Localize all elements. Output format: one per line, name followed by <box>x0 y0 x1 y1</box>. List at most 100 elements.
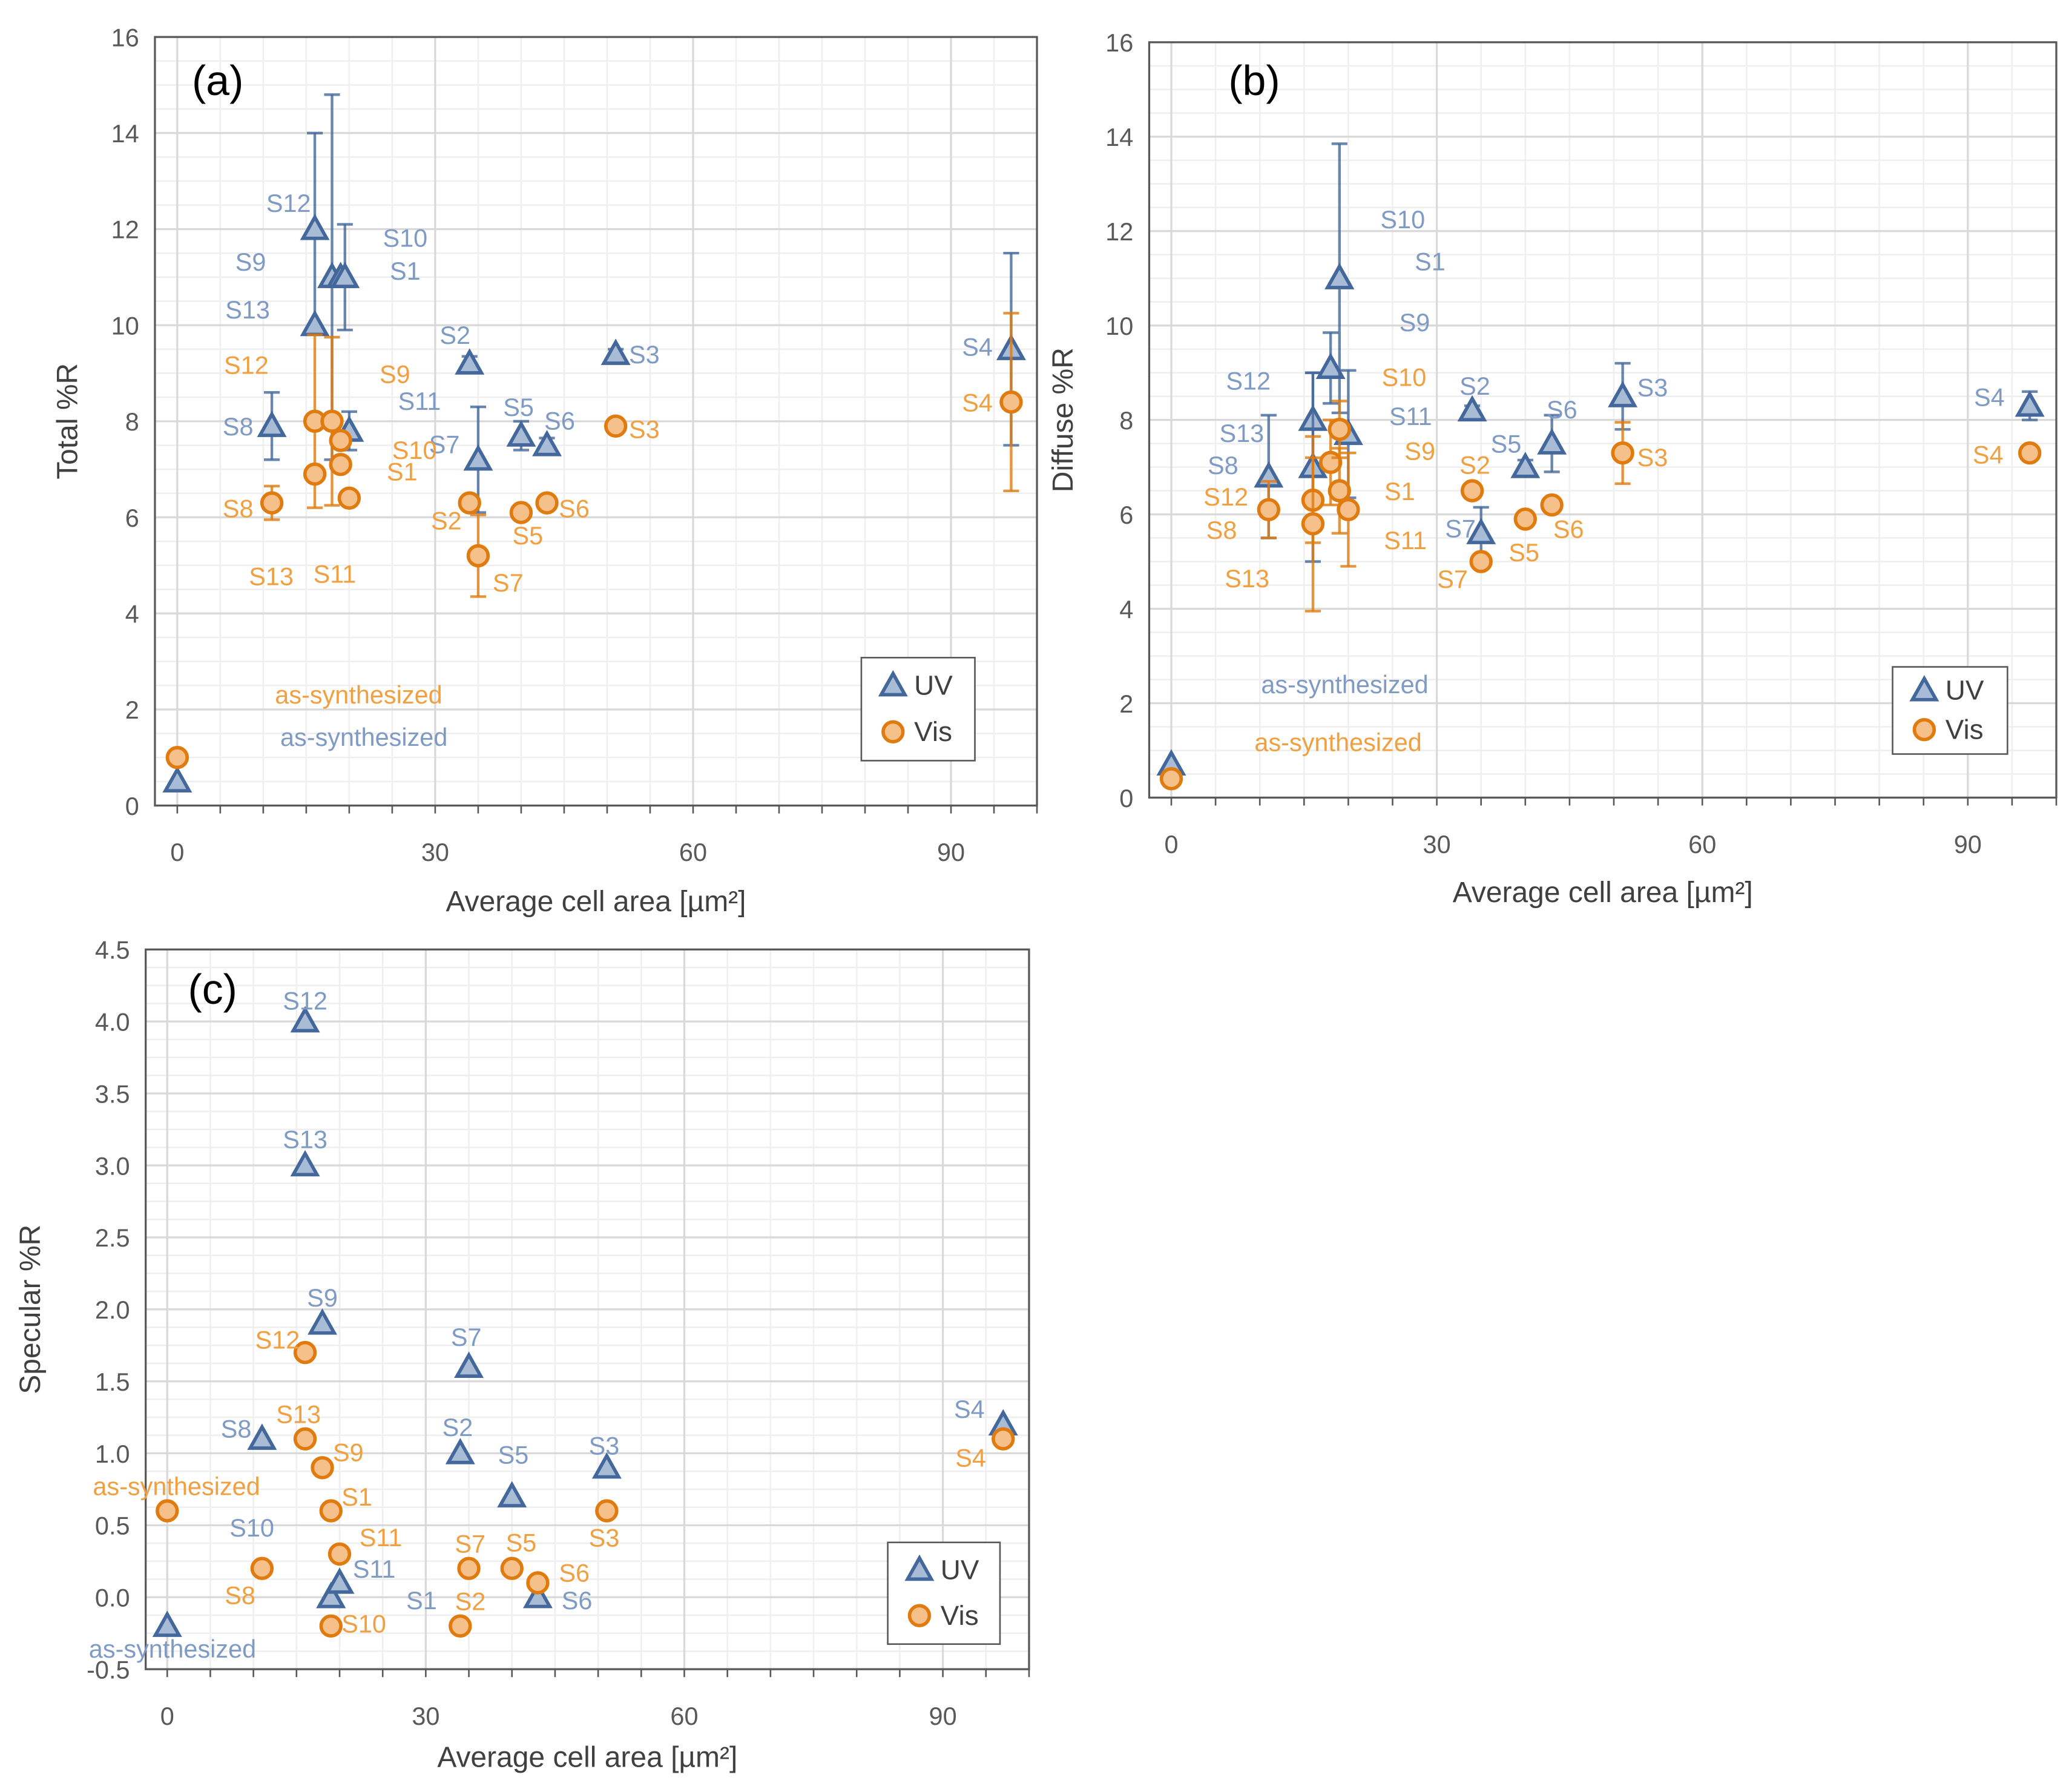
point-label: S2 <box>1459 372 1490 400</box>
x-axis-label: Average cell area [µm²] <box>446 886 746 918</box>
uv-point-marker <box>454 1351 484 1378</box>
plot-area <box>145 948 1030 1670</box>
y-axis-label: Diffuse %R <box>1047 348 1079 492</box>
point-label: S8 <box>223 495 254 523</box>
point-label: S9 <box>1400 308 1430 337</box>
legend-label-vis: Vis <box>941 1600 979 1631</box>
y-tick-label: 2 <box>125 696 139 724</box>
point-label: S4 <box>1974 383 2005 411</box>
point-label: S1 <box>390 257 421 285</box>
point-label: as-synthesized <box>275 680 442 709</box>
series-vis: as-synthesized S8 S12 S13 S9 S1 S11 S10 S2 S7 S5 S6… <box>93 1326 1015 1638</box>
vis-point-marker <box>457 1556 481 1580</box>
point-label: S6 <box>559 1558 590 1587</box>
point-label: S5 <box>1508 538 1539 567</box>
point-label: S1 <box>387 457 418 486</box>
chart-a: 0 2 4 6 8 10 12 14 16 0 30 60 90 Total %R Average cell… <box>51 23 1038 918</box>
point-label: S7 <box>1437 565 1468 593</box>
point-label: S10 <box>229 1514 274 1542</box>
uv-point-marker <box>1324 263 1355 289</box>
panel-label: (c) <box>188 966 237 1013</box>
vis-point-marker <box>999 390 1023 414</box>
y-tick-label: 4 <box>125 599 139 628</box>
y-tick-label: 4.0 <box>95 1007 130 1036</box>
x-tick-label: 30 <box>421 838 449 866</box>
legend-vis-icon <box>1912 718 1936 742</box>
panel-label: (a) <box>192 57 243 104</box>
point-label: S7 <box>451 1323 482 1351</box>
legend-box <box>860 656 976 762</box>
panel-label: (b) <box>1228 57 1280 104</box>
y-tick-label: 14 <box>1105 123 1133 151</box>
vis-point-marker <box>1257 498 1281 522</box>
uv-point-marker <box>497 1481 527 1507</box>
series-vis: as-synthesized S8 S12 S13 S9 S10 S1 S11 S2 S7 S5 S6… <box>1159 363 2042 791</box>
point-label: S3 <box>589 1431 620 1460</box>
y-tick-label: 10 <box>111 311 139 340</box>
point-label: S13 <box>276 1400 321 1429</box>
uv-point-marker <box>290 1006 320 1033</box>
vis-point-marker <box>319 1499 343 1523</box>
point-label: S11 <box>398 387 441 415</box>
y-tick-label: 8 <box>1119 406 1133 435</box>
y-tick-label: 10 <box>1105 312 1133 340</box>
x-tick-label: 90 <box>937 838 965 866</box>
point-label: S4 <box>962 388 993 417</box>
y-axis-label: Specular %R <box>15 1225 47 1394</box>
point-label: S6 <box>544 406 575 435</box>
point-label: S13 <box>225 295 270 324</box>
vis-point-marker <box>509 501 533 524</box>
point-label: as-synthesized <box>93 1472 260 1500</box>
point-label: S4 <box>955 1444 986 1472</box>
point-label: S3 <box>589 1523 620 1552</box>
point-label: S12 <box>283 987 327 1015</box>
x-tick-label: 60 <box>1688 830 1716 858</box>
point-label: S2 <box>439 321 470 349</box>
uv-point-marker <box>247 1423 277 1450</box>
uv-point-marker <box>1315 352 1346 379</box>
vis-point-marker <box>1469 550 1493 573</box>
point-label: S1 <box>1415 248 1446 276</box>
point-label: S2 <box>431 506 462 535</box>
point-label: S12 <box>1203 483 1248 511</box>
point-label: S9 <box>307 1283 338 1312</box>
y-tick-label: 3.0 <box>95 1151 130 1180</box>
point-label: S10 <box>341 1610 386 1638</box>
point-label: S5 <box>498 1440 529 1469</box>
point-label: S11 <box>1384 526 1427 555</box>
point-label: S12 <box>1226 366 1271 395</box>
point-label: S5 <box>506 1528 537 1556</box>
uv-point-marker <box>1608 381 1638 407</box>
y-tick-label: 4.5 <box>95 936 130 964</box>
x-tick-label: 30 <box>412 1702 439 1730</box>
point-label: S3 <box>1637 374 1668 402</box>
vis-point-marker <box>337 486 361 510</box>
point-label: S6 <box>559 495 590 523</box>
point-label: S11 <box>1389 402 1432 430</box>
uv-point-marker <box>1537 428 1567 455</box>
y-tick-label: 4 <box>1119 595 1133 624</box>
vis-point-marker <box>595 1499 619 1523</box>
x-tick-label: 0 <box>170 838 184 866</box>
x-axis-label: Average cell area [µm²] <box>1453 877 1753 909</box>
point-label: S11 <box>360 1523 403 1552</box>
vis-point-marker <box>1301 512 1325 536</box>
x-tick-label: 30 <box>1423 830 1451 858</box>
legend-uv-icon <box>1909 675 1939 702</box>
uv-point-marker <box>324 1567 355 1594</box>
point-label: as-synthesized <box>1254 728 1421 756</box>
uv-point-marker <box>330 262 360 288</box>
y-tick-label: 14 <box>111 119 139 148</box>
y-tick-label: 3.5 <box>95 1079 130 1108</box>
uv-point-marker <box>591 1452 622 1479</box>
uv-point-marker <box>290 1150 320 1177</box>
point-label: S12 <box>266 189 311 217</box>
vis-point-marker <box>293 1340 317 1365</box>
legend: UV Vis <box>887 1541 1001 1645</box>
plot-area <box>154 36 1038 807</box>
point-label: S9 <box>333 1438 364 1466</box>
point-label: S8 <box>221 1415 252 1443</box>
vis-point-marker <box>526 1571 550 1595</box>
y-tick-label: 1.5 <box>95 1368 130 1396</box>
y-axis-label: Total %R <box>51 363 84 479</box>
